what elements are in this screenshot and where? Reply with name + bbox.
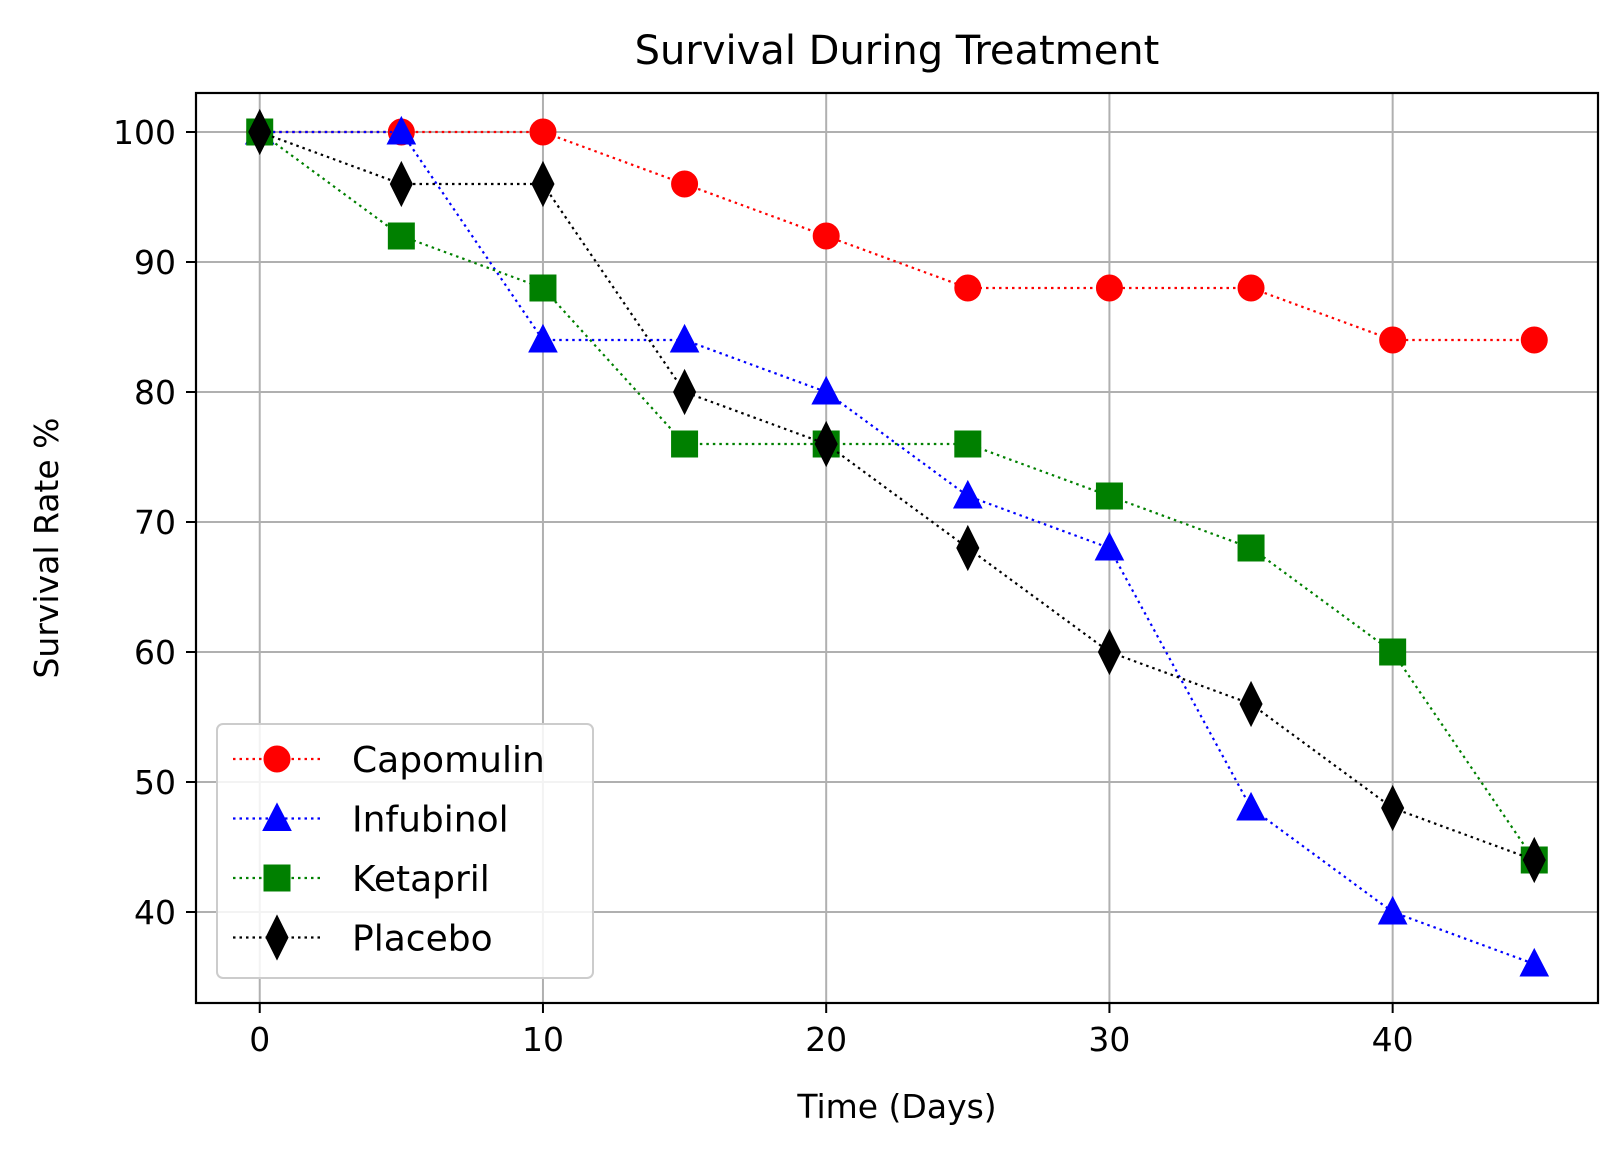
- placebo-point: [1097, 628, 1121, 676]
- legend-marker: [263, 745, 291, 773]
- infubinol-point: [952, 479, 983, 509]
- x-axis-title: Time (Days): [796, 1087, 996, 1126]
- series-capomulin: [246, 118, 1548, 354]
- placebo-point: [1522, 836, 1546, 884]
- legend-label: Infubinol: [352, 800, 509, 841]
- infubinol-point: [528, 323, 558, 353]
- legend: Capomulin Infubinol Ketapril Placebo: [216, 723, 594, 979]
- legend-label: Placebo: [352, 919, 493, 960]
- x-tick-label: 0: [249, 1020, 270, 1059]
- y-tick-label: 60: [134, 633, 176, 672]
- ketapril-point: [954, 430, 982, 458]
- x-tick-label: 30: [1088, 1020, 1130, 1059]
- capomulin-point: [529, 118, 557, 146]
- legend-marker: [263, 864, 291, 892]
- capomulin-point: [671, 170, 699, 198]
- legend-label: Ketapril: [352, 859, 490, 900]
- infubinol-point: [1377, 895, 1408, 925]
- legend-item-ketapril: Ketapril: [233, 859, 490, 900]
- legend-item-infubinol: Infubinol: [233, 800, 509, 841]
- y-tick-label: 40: [134, 893, 176, 932]
- x-tick-label: 20: [805, 1020, 847, 1059]
- ketapril-line: [259, 131, 1536, 861]
- y-tick-label: 100: [113, 113, 176, 152]
- legend-box: [216, 723, 594, 979]
- capomulin-point: [812, 222, 840, 250]
- axis-ticks: 0 10 20 30 40 40 50 60 70 80 90 100: [113, 113, 1414, 1059]
- ketapril-point: [529, 274, 557, 302]
- capomulin-line: [259, 130, 1535, 342]
- x-tick-label: 40: [1372, 1020, 1414, 1059]
- legend-label: Capomulin: [352, 740, 545, 781]
- series-placebo: [248, 108, 1546, 884]
- ketapril-point: [1095, 482, 1123, 510]
- x-tick-label: 10: [522, 1020, 564, 1059]
- placebo-line: [259, 130, 1535, 862]
- ketapril-point: [387, 222, 415, 250]
- infubinol-point: [1236, 791, 1266, 821]
- placebo-point: [1381, 784, 1405, 832]
- capomulin-point: [954, 274, 982, 302]
- series-lines: [244, 108, 1550, 977]
- placebo-point: [673, 368, 697, 416]
- legend-marker: [265, 914, 289, 961]
- infubinol-point: [1094, 531, 1125, 561]
- legend-marker: [262, 802, 292, 831]
- placebo-point: [531, 160, 555, 208]
- y-tick-label: 50: [134, 763, 176, 802]
- placebo-point: [248, 108, 272, 156]
- placebo-point: [814, 420, 838, 468]
- capomulin-point: [1379, 326, 1407, 354]
- placebo-point: [1239, 680, 1263, 728]
- ketapril-point: [1379, 638, 1407, 666]
- chart-title: Survival During Treatment: [635, 28, 1160, 74]
- y-axis-title: Survival Rate %: [27, 417, 66, 678]
- plot-frame: [194, 91, 1600, 1005]
- legend-item-capomulin: Capomulin: [233, 740, 545, 781]
- capomulin-point: [1237, 274, 1265, 302]
- y-tick-label: 90: [134, 243, 176, 282]
- ketapril-point: [1237, 534, 1265, 562]
- y-tick-label: 70: [134, 503, 176, 542]
- legend-item-placebo: Placebo: [233, 914, 493, 961]
- infubinol-point: [1519, 947, 1550, 977]
- placebo-point: [389, 160, 413, 208]
- capomulin-point: [1520, 326, 1548, 354]
- ketapril-point: [671, 430, 699, 458]
- infubinol-point: [811, 375, 842, 405]
- capomulin-point: [1095, 274, 1123, 302]
- y-tick-label: 80: [134, 373, 176, 412]
- placebo-point: [956, 524, 980, 572]
- infubinol-point: [386, 115, 417, 145]
- infubinol-point: [669, 323, 700, 353]
